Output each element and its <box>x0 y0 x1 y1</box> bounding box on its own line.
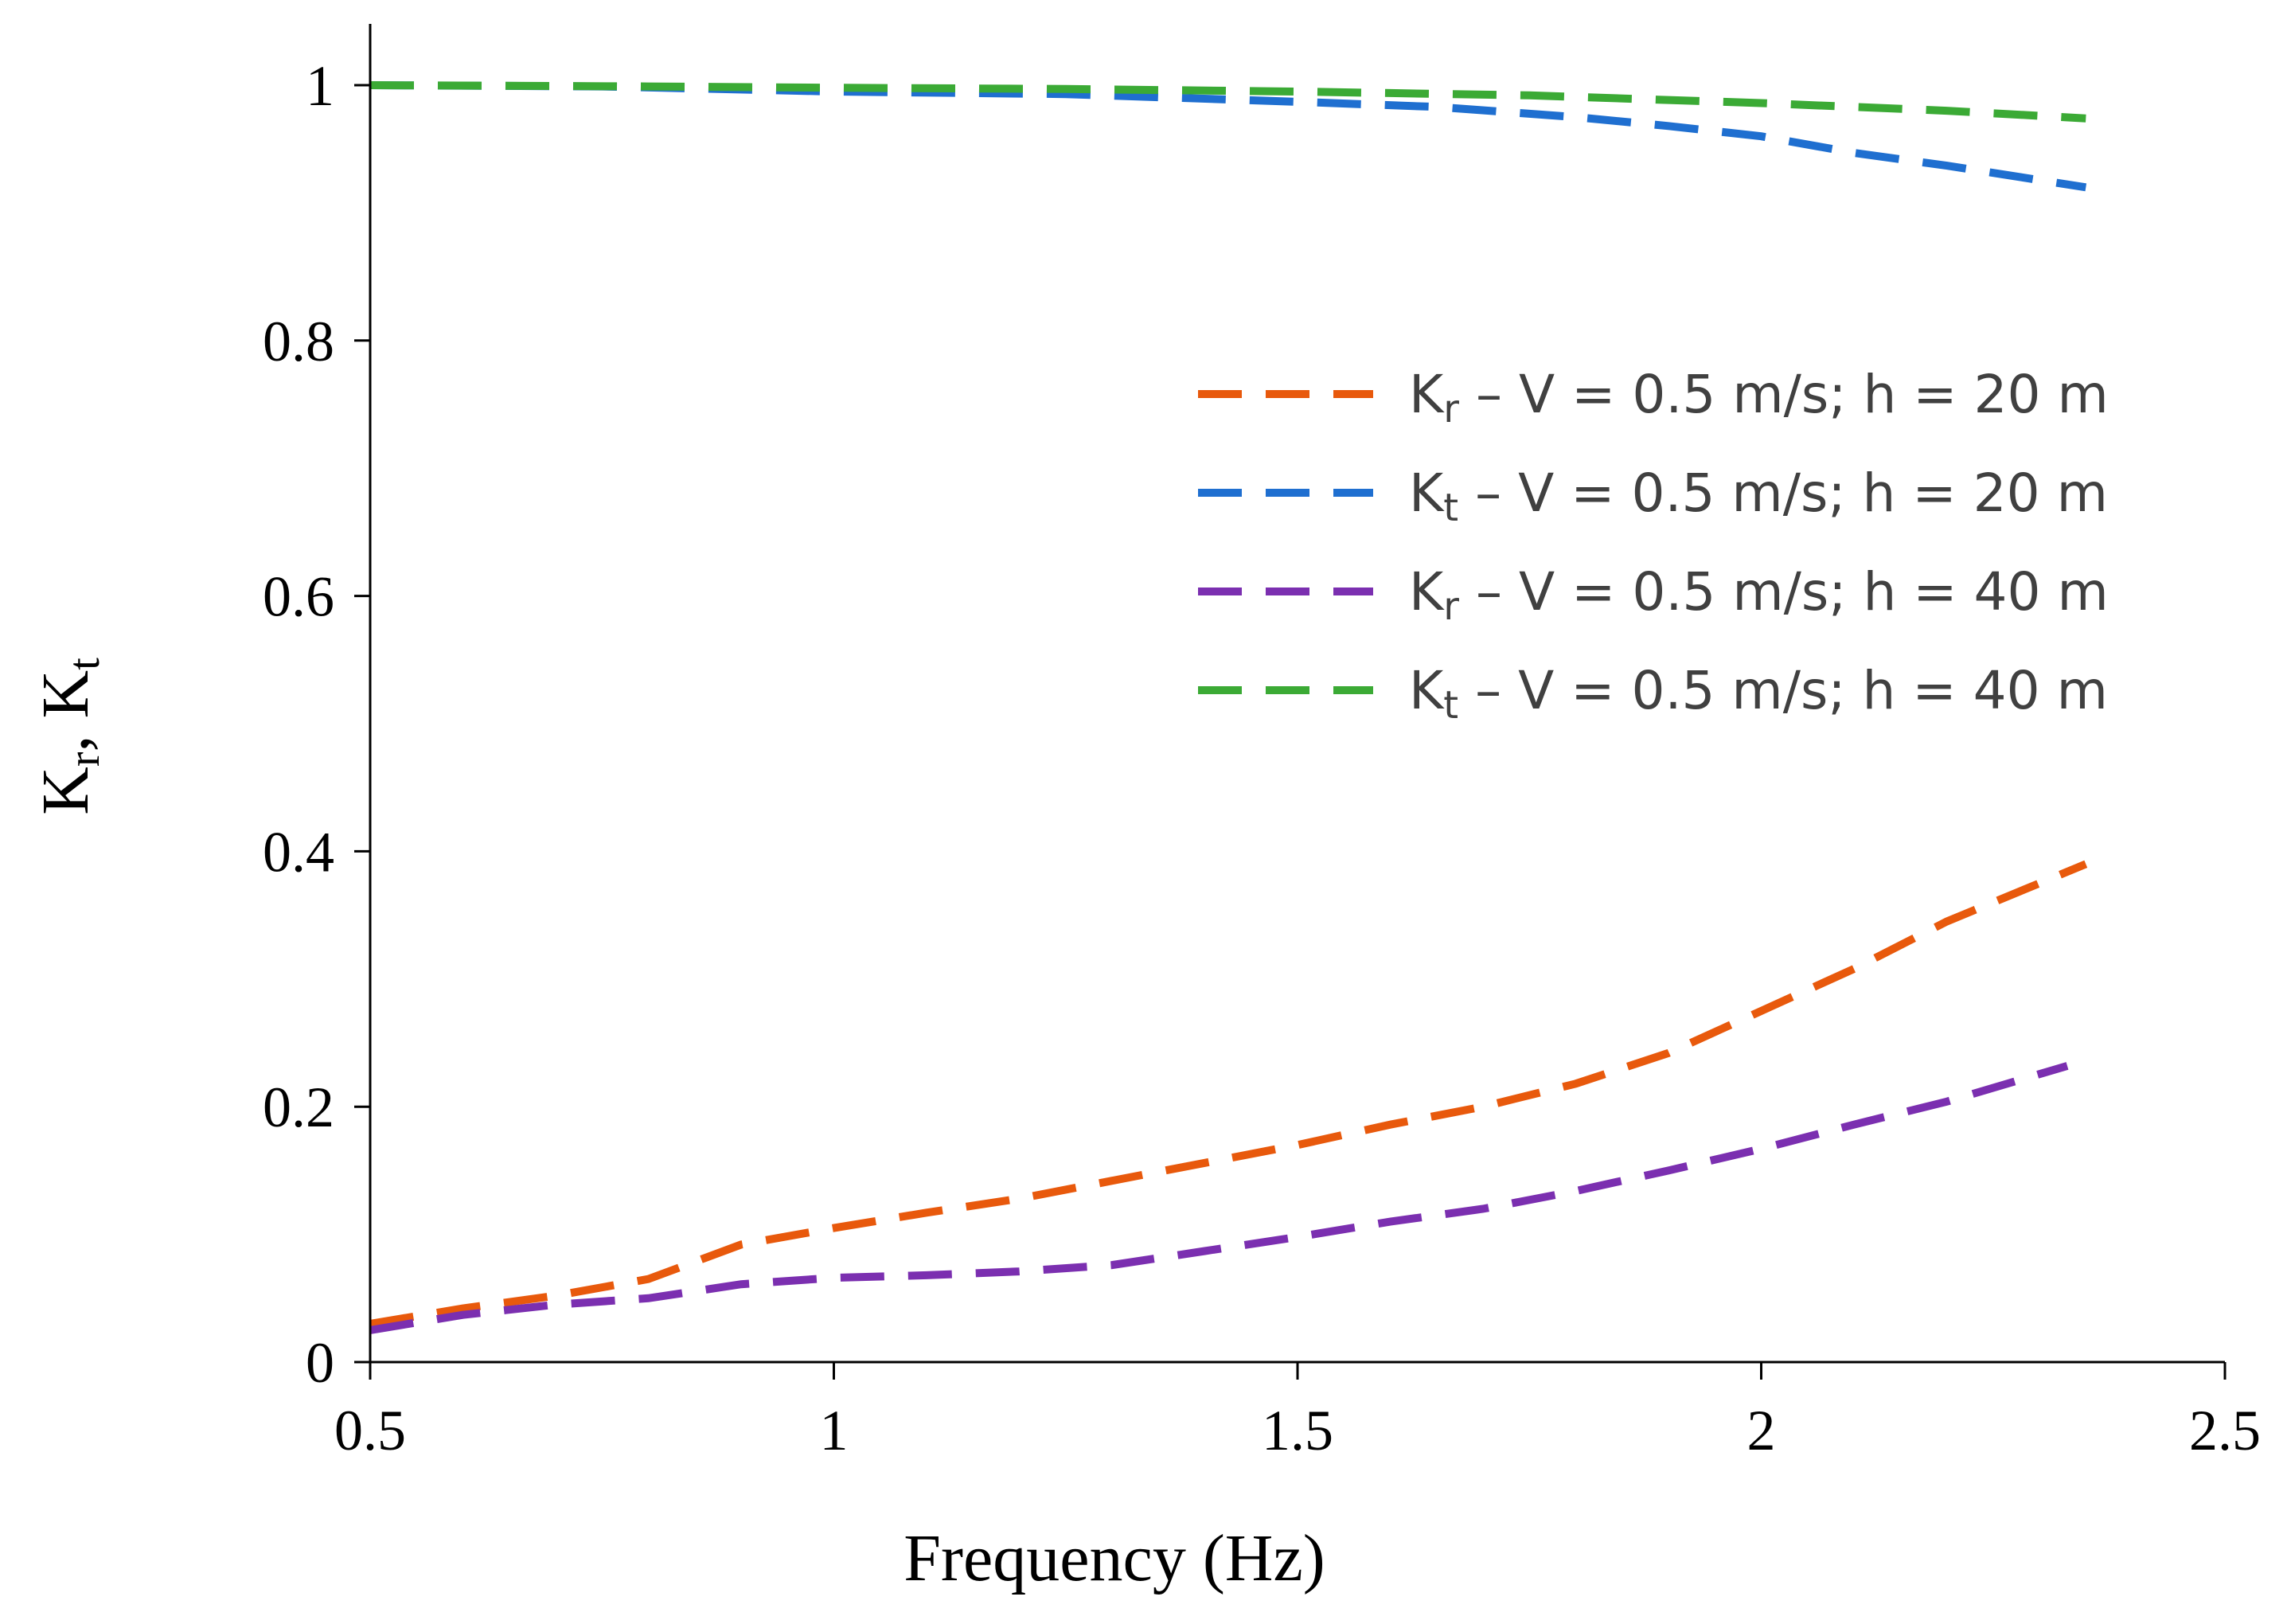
y-axis-title-main-2: K <box>29 670 103 719</box>
legend-label-sub: r <box>1443 387 1459 431</box>
legend-label-2: Kt – V = 0.5 m/s; h = 20 m <box>1409 463 2108 530</box>
legend-label-4: Kt – V = 0.5 m/s; h = 40 m <box>1409 660 2108 728</box>
x-tick-label: 1.5 <box>1262 1399 1333 1462</box>
x-tick-label: 2.5 <box>2189 1399 2261 1462</box>
series-line-4 <box>369 81 2086 123</box>
legend-label-1: Kr – V = 0.5 m/s; h = 20 m <box>1409 364 2109 431</box>
y-tick-label: 0.6 <box>263 565 334 629</box>
legend-label-3: Kr – V = 0.5 m/s; h = 40 m <box>1409 561 2109 629</box>
legend-label-main: K <box>1409 561 1445 623</box>
y-axis-title: Kr, Kt <box>29 658 109 815</box>
y-tick-label: 1 <box>306 54 334 118</box>
x-axis-title: Frequency (Hz) <box>903 1521 1325 1595</box>
y-axis-title-main: K <box>29 767 103 815</box>
legend-label-rest: – V = 0.5 m/s; h = 20 m <box>1459 364 2109 425</box>
series-line-1 <box>369 860 2088 1328</box>
legend-label-sub: r <box>1443 584 1459 629</box>
x-tick-label: 2 <box>1747 1399 1776 1462</box>
y-axis-title-sub1: r <box>60 751 109 767</box>
y-tick-label: 0.2 <box>263 1076 334 1139</box>
y-tick-label: 0.8 <box>263 310 334 373</box>
legend-label-rest: – V = 0.5 m/s; h = 40 m <box>1458 660 2108 721</box>
legend-label-main: K <box>1409 660 1445 721</box>
series-layer <box>369 81 2088 1334</box>
y-ticks: 0 0.2 0.4 0.6 0.8 1 <box>263 54 370 1395</box>
legend-label-rest: – V = 0.5 m/s; h = 20 m <box>1458 463 2108 524</box>
x-tick-label: 1 <box>820 1399 849 1462</box>
legend-label-main: K <box>1409 364 1445 425</box>
legend: Kr – V = 0.5 m/s; h = 20 mKt – V = 0.5 m… <box>1198 364 2109 728</box>
y-axis-title-sep: , <box>29 718 103 751</box>
y-tick-label: 0 <box>306 1331 334 1395</box>
y-tick-label: 0.4 <box>263 820 334 884</box>
y-axis-title-sub2: t <box>60 658 109 670</box>
legend-label-rest: – V = 0.5 m/s; h = 40 m <box>1459 561 2109 623</box>
series-line-3 <box>369 1062 2069 1334</box>
x-ticks: 0.5 1 1.5 2 2.5 <box>334 1362 2261 1462</box>
legend-label-sub: t <box>1443 486 1458 530</box>
legend-label-sub: t <box>1443 683 1458 728</box>
legend-label-main: K <box>1409 463 1445 524</box>
x-tick-label: 0.5 <box>334 1399 406 1462</box>
